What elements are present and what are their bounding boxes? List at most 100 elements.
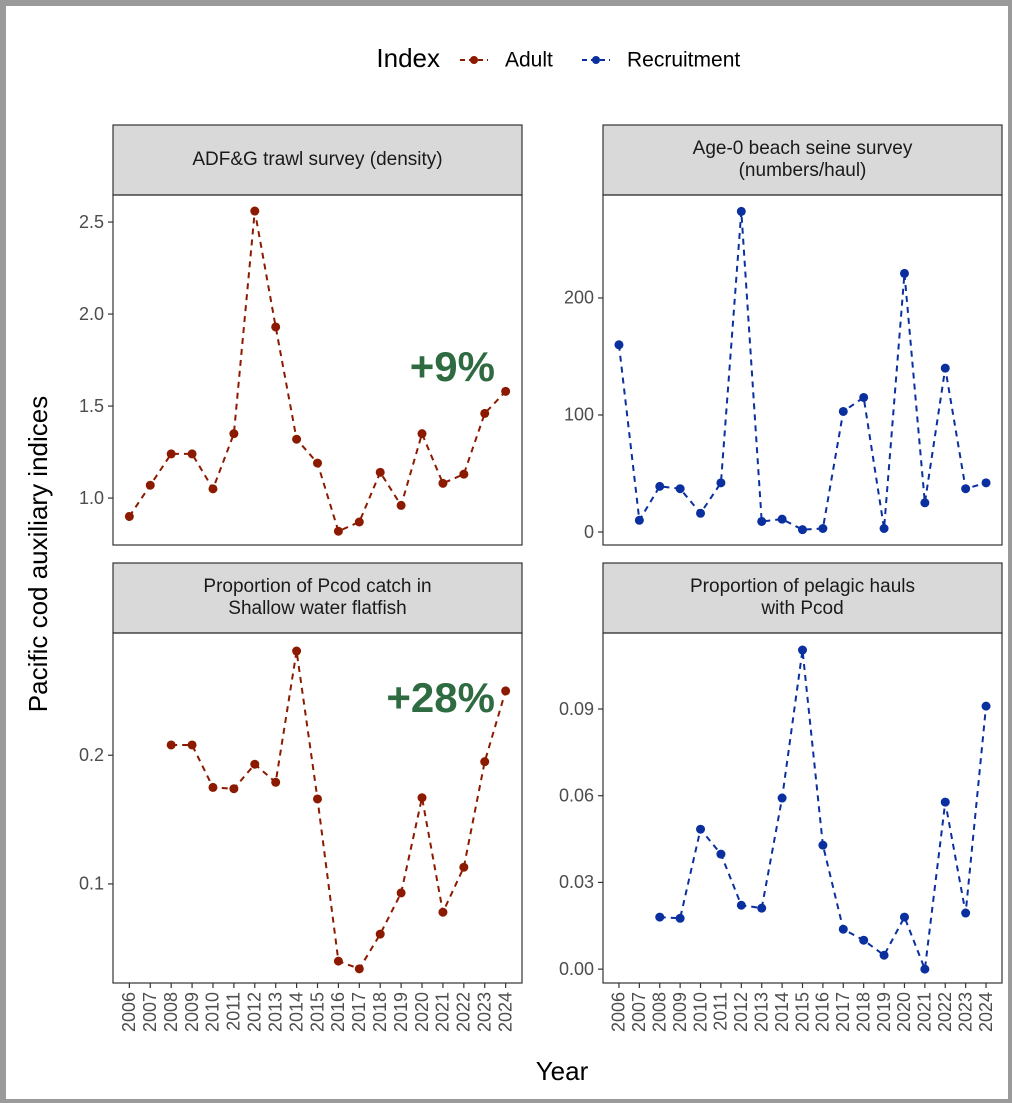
data-point [981,478,991,488]
data-point [208,782,218,792]
y-tick-label: 0 [584,522,594,542]
data-point [736,900,746,910]
data-point [798,645,807,655]
x-tick-label: 2022 [935,992,955,1032]
x-tick-label: 2013 [751,992,771,1032]
data-point [459,469,469,479]
x-tick-label: 2009 [182,992,202,1032]
data-point [838,406,848,416]
y-tick-label: 2.5 [79,212,104,232]
data-point [313,794,322,804]
x-tick-label: 2014 [286,992,306,1032]
data-point [675,913,685,923]
data-point [250,206,260,216]
x-tick-label: 2013 [265,992,285,1032]
data-point [124,511,134,521]
data-point [634,515,644,525]
x-axis-label: Year [536,1056,589,1086]
data-point [375,929,385,939]
data-point [696,824,706,834]
data-point [459,862,469,872]
legend-label: Recruitment [627,49,740,72]
x-tick-label: 2016 [813,992,833,1032]
data-point [480,408,490,418]
data-point [229,429,239,439]
legend-marker [470,56,478,64]
x-tick-label: 2011 [224,992,244,1031]
y-tick-label: 0.03 [559,872,594,892]
data-point [940,797,950,807]
x-tick-label: 2010 [690,992,710,1032]
panel-title: Shallow water flatfish [228,598,406,619]
x-tick-label: 2014 [772,992,792,1032]
data-point [716,849,726,859]
x-tick-label: 2020 [894,992,914,1032]
data-point [354,517,364,527]
data-point [396,500,406,510]
data-point [333,526,343,536]
legend-marker [592,56,600,64]
data-point [879,524,889,534]
x-tick-label: 2006 [119,992,139,1032]
x-tick-label: 2015 [792,992,812,1032]
data-point [250,759,260,769]
strip [602,124,1003,196]
strip [602,562,1003,634]
x-tick-label: 2023 [955,992,975,1032]
data-point [961,908,971,918]
panel-title: Age-0 beach seine survey [693,138,913,159]
legend-label: Adult [505,49,553,72]
data-point [818,524,828,534]
data-point [899,268,909,278]
x-tick-label: 2018 [370,992,390,1032]
panel-title: Proportion of pelagic hauls [690,576,915,597]
data-point [696,508,706,518]
data-point [166,740,176,750]
x-tick-label: 2019 [874,992,894,1032]
y-axis-label: Pacific cod auxiliary indices [23,396,53,712]
data-point [145,480,155,490]
x-tick-label: 2007 [629,992,649,1032]
data-point [501,686,511,696]
data-point [716,478,726,488]
x-tick-label: 2007 [140,992,160,1032]
data-line [617,211,987,531]
x-tick-label: 2015 [307,992,327,1032]
data-point [208,484,218,494]
data-point [777,514,787,524]
x-tick-label: 2008 [161,992,181,1032]
strip [112,562,523,634]
x-tick-label: 2017 [833,992,853,1032]
x-tick-label: 2011 [711,992,731,1031]
annotation: +9% [410,343,495,390]
x-tick-label: 2012 [731,992,751,1032]
data-point [396,888,406,898]
annotation: +28% [386,674,495,721]
y-tick-label: 0.2 [79,745,104,765]
data-point [438,478,448,488]
x-tick-label: 2019 [391,992,411,1032]
data-point [757,516,767,526]
strip [112,124,523,196]
y-tick-label: 200 [564,288,594,308]
data-point [798,525,807,535]
y-tick-label: 1.5 [79,396,104,416]
x-tick-label: 2012 [245,992,265,1032]
data-point [838,924,848,934]
y-tick-label: 0.00 [559,959,594,979]
x-tick-label: 2021 [433,992,453,1032]
data-point [818,840,828,850]
panel-title: with Pcod [760,598,843,619]
x-tick-label: 2024 [976,992,996,1032]
x-tick-label: 2024 [495,992,515,1032]
data-point [166,449,176,459]
data-point [438,907,448,917]
x-tick-label: 2009 [670,992,690,1032]
panel-title: ADF&G trawl survey (density) [192,149,442,170]
x-tick-label: 2022 [454,992,474,1032]
data-point [899,912,909,922]
data-point [375,467,385,477]
data-point [757,903,767,913]
